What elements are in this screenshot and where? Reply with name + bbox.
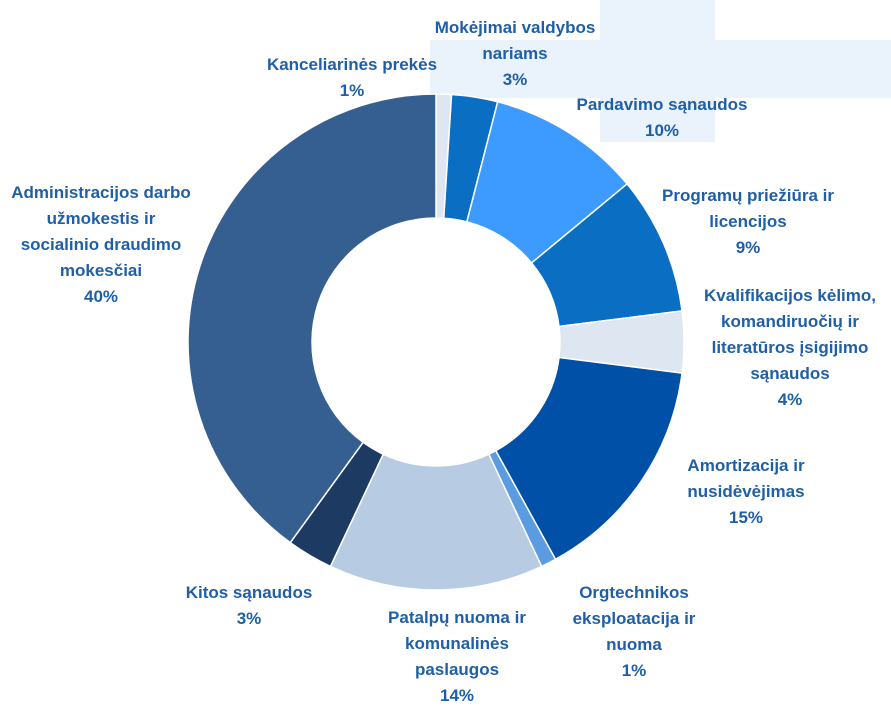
category-label: Kitos sąnaudos (149, 580, 349, 606)
category-label: Pardavimo sąnaudos (552, 92, 772, 118)
data-label: Kvalifikacijos kėlimo, komandiruočių ir … (688, 283, 891, 413)
value-label: 9% (643, 235, 853, 261)
category-label: Orgtechnikos eksploatacija ir nuoma (559, 580, 709, 658)
data-label: Administracijos darbo užmokestis ir soci… (6, 180, 196, 310)
value-label: 4% (688, 387, 891, 413)
value-label: 3% (149, 606, 349, 632)
category-label: Amortizacija ir nusidėvėjimas (666, 453, 826, 505)
category-label: Programų priežiūra ir licencijos (643, 183, 853, 235)
category-label: Kvalifikacijos kėlimo, komandiruočių ir … (688, 283, 891, 387)
category-label: Administracijos darbo užmokestis ir soci… (6, 180, 196, 284)
value-label: 3% (415, 67, 615, 93)
value-label: 15% (666, 505, 826, 531)
value-label: 10% (552, 118, 772, 144)
value-label: 40% (6, 284, 196, 310)
value-label: 14% (377, 683, 537, 709)
category-label: Mokėjimai valdybos nariams (415, 15, 615, 67)
category-label: Patalpų nuoma ir komunalinės paslaugos (377, 605, 537, 683)
value-label: 1% (559, 658, 709, 684)
